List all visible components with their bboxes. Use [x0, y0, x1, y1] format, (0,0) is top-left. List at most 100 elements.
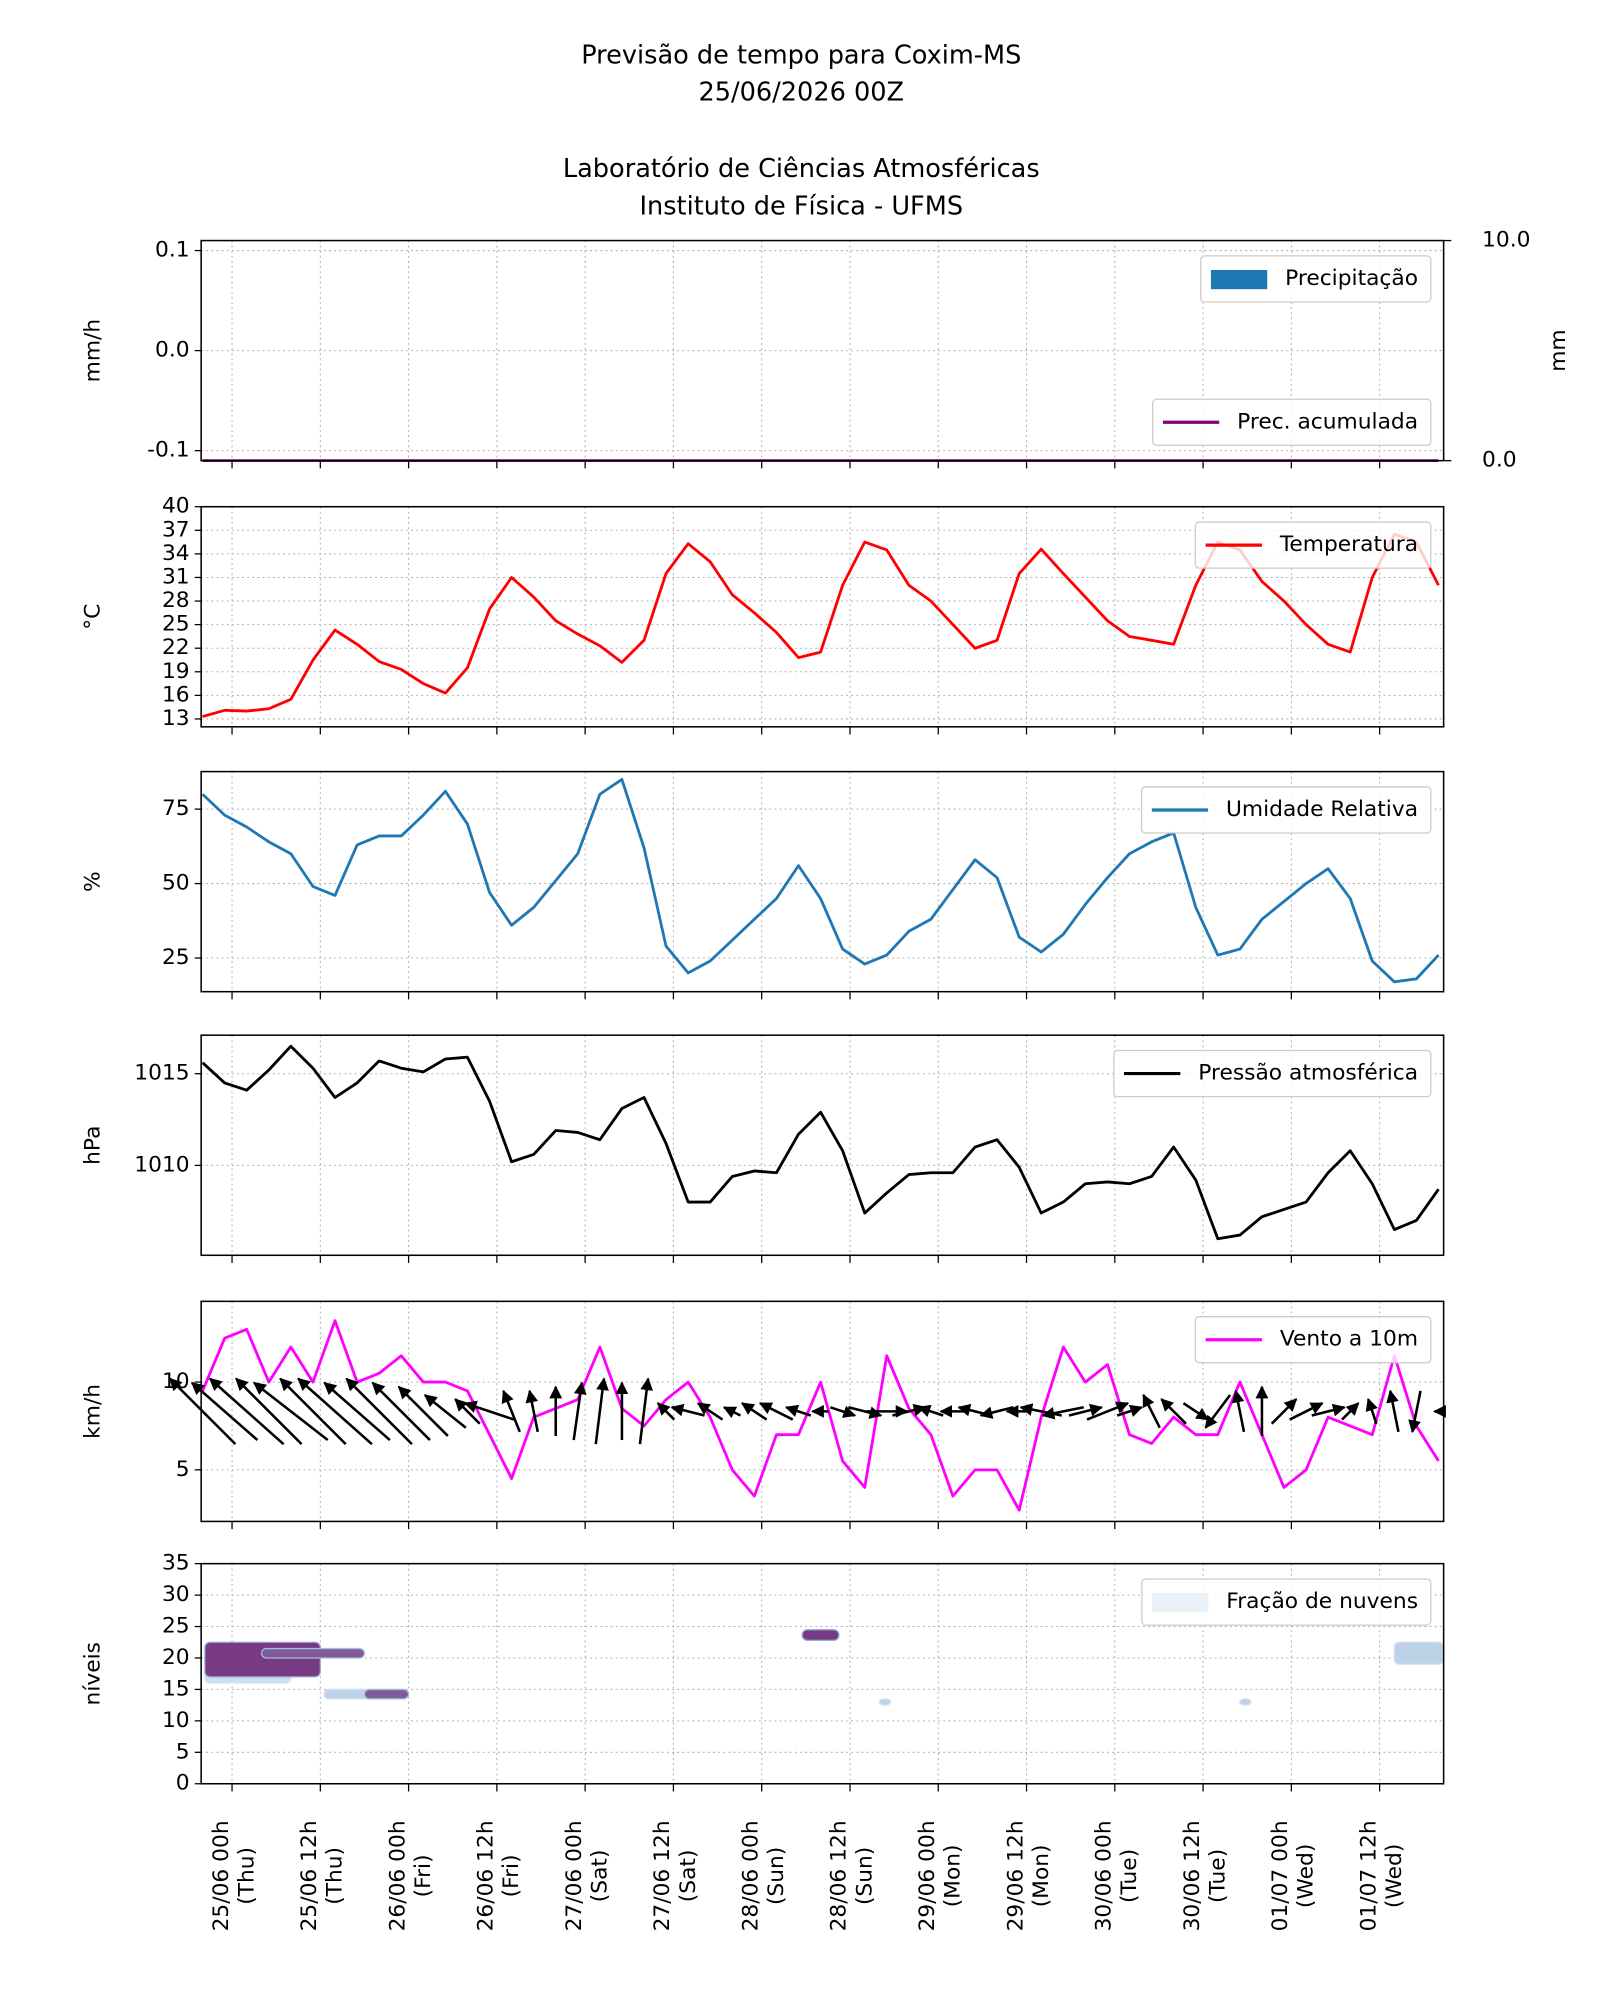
legend-label: Precipitação [1285, 266, 1418, 291]
y2-tick-label: 10.0 [1482, 228, 1530, 253]
y-axis-label: km/h [81, 1384, 106, 1439]
wind-arrow [297, 1377, 373, 1446]
y-tick-label: 25 [162, 945, 190, 970]
wind-arrow [848, 1406, 883, 1419]
wind-arrow [253, 1381, 329, 1442]
wind-arrow [722, 1406, 742, 1419]
x-tick-day: (Wed) [1294, 1844, 1319, 1908]
legend-label: Fração de nuvens [1226, 1589, 1418, 1614]
x-tick-day: (Tue) [1205, 1849, 1230, 1903]
y-tick-label: 75 [162, 796, 190, 821]
y-axis-label: hPa [81, 1126, 106, 1165]
wind-arrow [1341, 1402, 1360, 1421]
wind-arrow [323, 1381, 391, 1442]
wind-arrow [829, 1405, 857, 1418]
x-tick-label: 28/06 00h [738, 1820, 763, 1931]
wind-arrow [1311, 1403, 1346, 1417]
panel-frame [200, 239, 1445, 462]
x-tick-label: 27/06 00h [562, 1820, 587, 1931]
x-tick-day: (Mon) [941, 1844, 966, 1907]
y2-axis-label: mm [1546, 329, 1571, 371]
y-tick-label: 25 [162, 1614, 190, 1639]
y-tick-label: 37 [162, 517, 190, 542]
legend-handle [1210, 269, 1268, 290]
y-tick-label: 50 [162, 871, 190, 896]
wind-arrow [1160, 1398, 1187, 1425]
x-tick-label: 25/06 12h [297, 1820, 322, 1931]
wind-arrow [656, 1402, 676, 1421]
y-axis-label: níveis [81, 1642, 106, 1705]
y-tick-label: 34 [162, 541, 190, 566]
legend-box [1194, 521, 1432, 569]
y2-tick-label: 0.0 [1482, 448, 1517, 473]
wind-arrow [784, 1404, 812, 1418]
x-tick-day: (Fri) [411, 1854, 436, 1897]
wind-arrow [371, 1381, 431, 1441]
y-axis-label: mm/h [81, 319, 106, 382]
y-tick-label: 28 [162, 588, 190, 613]
wind-arrow [208, 1377, 285, 1446]
y-axis-label: °C [81, 604, 106, 630]
x-tick-label: 01/07 12h [1356, 1820, 1381, 1931]
x-tick-label: 01/07 00h [1268, 1820, 1293, 1931]
panel-frame [200, 505, 1445, 728]
y-tick-label: 5 [176, 1457, 190, 1482]
chart-subtitle: Instituto de Física - UFMS [639, 191, 963, 221]
y-tick-label: 10 [162, 1369, 190, 1394]
y-axis-label: % [81, 871, 106, 892]
x-tick-label: 29/06 12h [1003, 1820, 1028, 1931]
x-tick-day: (Sat) [588, 1850, 613, 1903]
wind-arrow [638, 1377, 654, 1445]
y-tick-label: 30 [162, 1582, 190, 1607]
panel-frame [200, 1034, 1445, 1257]
series-line [201, 777, 1440, 984]
y-tick-label: 1015 [134, 1061, 189, 1086]
wind-arrow [740, 1402, 768, 1421]
y-tick-label: 0 [176, 1771, 190, 1796]
x-tick-day: (Tue) [1117, 1849, 1142, 1903]
x-tick-label: 30/06 00h [1092, 1820, 1117, 1931]
x-tick-day: (Wed) [1382, 1844, 1407, 1908]
wind-arrow [235, 1377, 303, 1446]
y-tick-label: -0.1 [147, 438, 189, 463]
wind-arrow [594, 1377, 609, 1445]
y-tick-label: 31 [162, 564, 190, 589]
x-tick-label: 28/06 12h [827, 1820, 852, 1931]
wind-arrow [1204, 1394, 1232, 1429]
legend-box [1113, 1049, 1432, 1098]
x-tick-label: 25/06 00h [209, 1820, 234, 1931]
series-line [201, 1044, 1440, 1241]
cloud-cell [1393, 1641, 1445, 1665]
wind-arrow [279, 1377, 347, 1446]
legend-box [1194, 1316, 1432, 1364]
wind-arrow [1365, 1397, 1378, 1425]
legend-box [1140, 786, 1432, 834]
wind-arrow [1086, 1401, 1130, 1421]
wind-arrow [572, 1381, 587, 1441]
cloud-cell [363, 1688, 410, 1700]
legend-label: Pressão atmosférica [1198, 1061, 1418, 1086]
x-tick-day: (Sun) [852, 1847, 877, 1905]
wind-arrow [168, 1377, 237, 1446]
wind-arrow [1142, 1393, 1161, 1429]
legend-box [1200, 255, 1432, 303]
wind-arrow [1386, 1389, 1400, 1433]
y-tick-label: 5 [176, 1739, 190, 1764]
legend-box [1152, 398, 1432, 446]
legend-label: Umidade Relativa [1226, 797, 1418, 822]
legend-label: Temperatura [1279, 532, 1418, 557]
cloud-cell [260, 1647, 366, 1659]
wind-arrow [525, 1389, 540, 1433]
wind-arrow [696, 1402, 724, 1421]
x-tick-day: (Mon) [1029, 1844, 1054, 1907]
x-tick-day: (Thu) [323, 1847, 348, 1905]
cloud-cell [801, 1629, 840, 1642]
cloud-cell [204, 1641, 321, 1678]
wind-arrow [1182, 1402, 1210, 1421]
wind-arrow [1231, 1389, 1246, 1433]
wind-arrow [190, 1381, 259, 1442]
wind-arrow [1289, 1402, 1324, 1421]
x-tick-label: 30/06 12h [1180, 1820, 1205, 1931]
y-tick-label: 40 [162, 494, 190, 519]
x-tick-label: 26/06 12h [474, 1820, 499, 1931]
